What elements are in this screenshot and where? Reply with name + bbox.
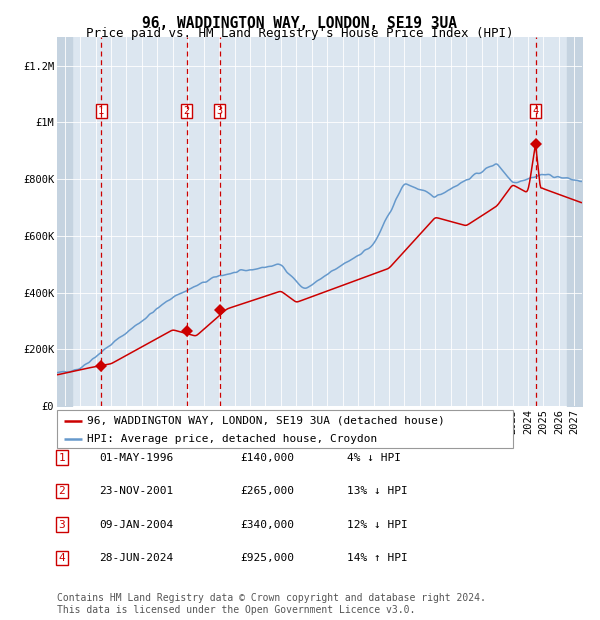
Text: 4: 4	[58, 553, 65, 563]
Text: 2: 2	[58, 486, 65, 496]
Text: 23-NOV-2001: 23-NOV-2001	[99, 486, 173, 496]
Text: 96, WADDINGTON WAY, LONDON, SE19 3UA (detached house): 96, WADDINGTON WAY, LONDON, SE19 3UA (de…	[86, 416, 445, 426]
Text: 4: 4	[532, 106, 539, 116]
Text: 1: 1	[98, 106, 104, 116]
Text: 2: 2	[184, 106, 190, 116]
Text: 13% ↓ HPI: 13% ↓ HPI	[347, 486, 407, 496]
Text: HPI: Average price, detached house, Croydon: HPI: Average price, detached house, Croy…	[86, 435, 377, 445]
Text: 28-JUN-2024: 28-JUN-2024	[99, 553, 173, 563]
Text: 3: 3	[58, 520, 65, 529]
Text: Price paid vs. HM Land Registry's House Price Index (HPI): Price paid vs. HM Land Registry's House …	[86, 27, 514, 40]
Text: Contains HM Land Registry data © Crown copyright and database right 2024.
This d: Contains HM Land Registry data © Crown c…	[57, 593, 486, 615]
Text: £340,000: £340,000	[240, 520, 294, 529]
Text: 09-JAN-2004: 09-JAN-2004	[99, 520, 173, 529]
Text: 14% ↑ HPI: 14% ↑ HPI	[347, 553, 407, 563]
Text: 12% ↓ HPI: 12% ↓ HPI	[347, 520, 407, 529]
Text: 01-MAY-1996: 01-MAY-1996	[99, 453, 173, 463]
Text: £925,000: £925,000	[240, 553, 294, 563]
Text: 3: 3	[217, 106, 223, 116]
Text: 1: 1	[58, 453, 65, 463]
Text: £265,000: £265,000	[240, 486, 294, 496]
Text: £140,000: £140,000	[240, 453, 294, 463]
Text: 96, WADDINGTON WAY, LONDON, SE19 3UA: 96, WADDINGTON WAY, LONDON, SE19 3UA	[143, 16, 458, 30]
Text: 4% ↓ HPI: 4% ↓ HPI	[347, 453, 401, 463]
